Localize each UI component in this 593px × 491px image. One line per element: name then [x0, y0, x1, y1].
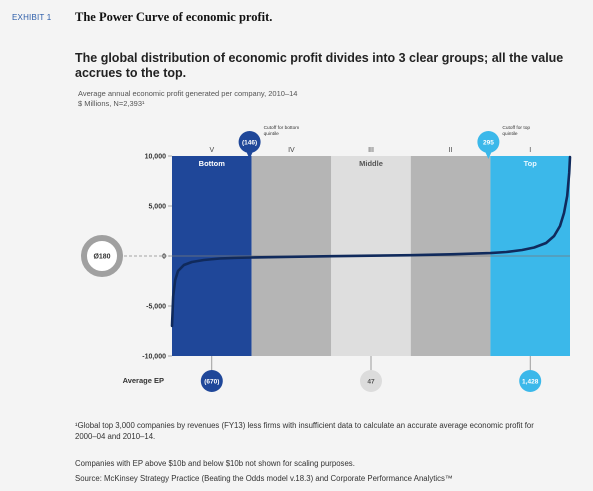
- y-tick-label: 10,000: [145, 154, 167, 161]
- bottom-cutoff-text-line1: Cutoff for bottom: [264, 125, 300, 131]
- average-ep-value: 47: [367, 379, 375, 386]
- y-tick-label: 5,000: [148, 204, 166, 211]
- chart-subtitle: The global distribution of economic prof…: [75, 51, 564, 80]
- footnote: ¹Global top 3,000 companies by revenues …: [75, 421, 534, 441]
- chart-caption: Average annual economic profit generated…: [78, 89, 297, 108]
- quintile-numeral: I: [529, 147, 531, 154]
- quintile-numeral: III: [368, 147, 374, 154]
- average-ring-label: Ø180: [93, 254, 110, 261]
- bottom-cutoff-text-line2: quintile: [264, 131, 280, 137]
- average-ep-bubble: [519, 370, 542, 392]
- top-cutoff-pointer: [484, 150, 493, 159]
- top-cutoff-text-line1: Cutoff for top: [502, 125, 530, 131]
- scaling-note: Companies with EP above $10b and below $…: [75, 459, 355, 468]
- exhibit-label: EXHIBIT 1: [12, 13, 52, 22]
- y-tick-label: 0: [162, 254, 166, 261]
- top-cutoff-bubble: [477, 131, 500, 153]
- y-tick-label: -5,000: [146, 304, 166, 311]
- average-ep-bubble: [200, 370, 223, 392]
- average-ep-value: 1,428: [522, 379, 539, 386]
- y-tick-label: -10,000: [142, 354, 166, 361]
- caption-line-1: Average annual economic profit generated…: [78, 89, 298, 98]
- quintile-numeral: II: [449, 147, 453, 154]
- caption-line-2: $ Millions, N=2,393¹: [78, 98, 145, 108]
- quintile-numeral: V: [209, 147, 214, 154]
- average-ep-label: Average EP: [123, 376, 164, 385]
- quintile-label: Middle: [359, 159, 383, 168]
- average-ep-bubble: [360, 370, 382, 392]
- top-cutoff-value: 295: [483, 140, 494, 147]
- exhibit-title: The Power Curve of economic profit.: [75, 10, 273, 24]
- bottom-cutoff-value: (146): [242, 140, 257, 147]
- quintile-label: Bottom: [199, 159, 226, 168]
- source-note: Source: McKinsey Strategy Practice (Beat…: [75, 474, 453, 483]
- bottom-cutoff-pointer: [245, 150, 254, 159]
- bottom-cutoff-bubble: [238, 131, 261, 153]
- average-ep-value: (670): [204, 379, 219, 386]
- quintile-label: Top: [524, 159, 538, 168]
- quintile-numeral: IV: [288, 147, 295, 154]
- power-curve-line: [170, 155, 572, 328]
- average-ring: [81, 235, 123, 277]
- top-cutoff-text-line2: quintile: [502, 131, 518, 137]
